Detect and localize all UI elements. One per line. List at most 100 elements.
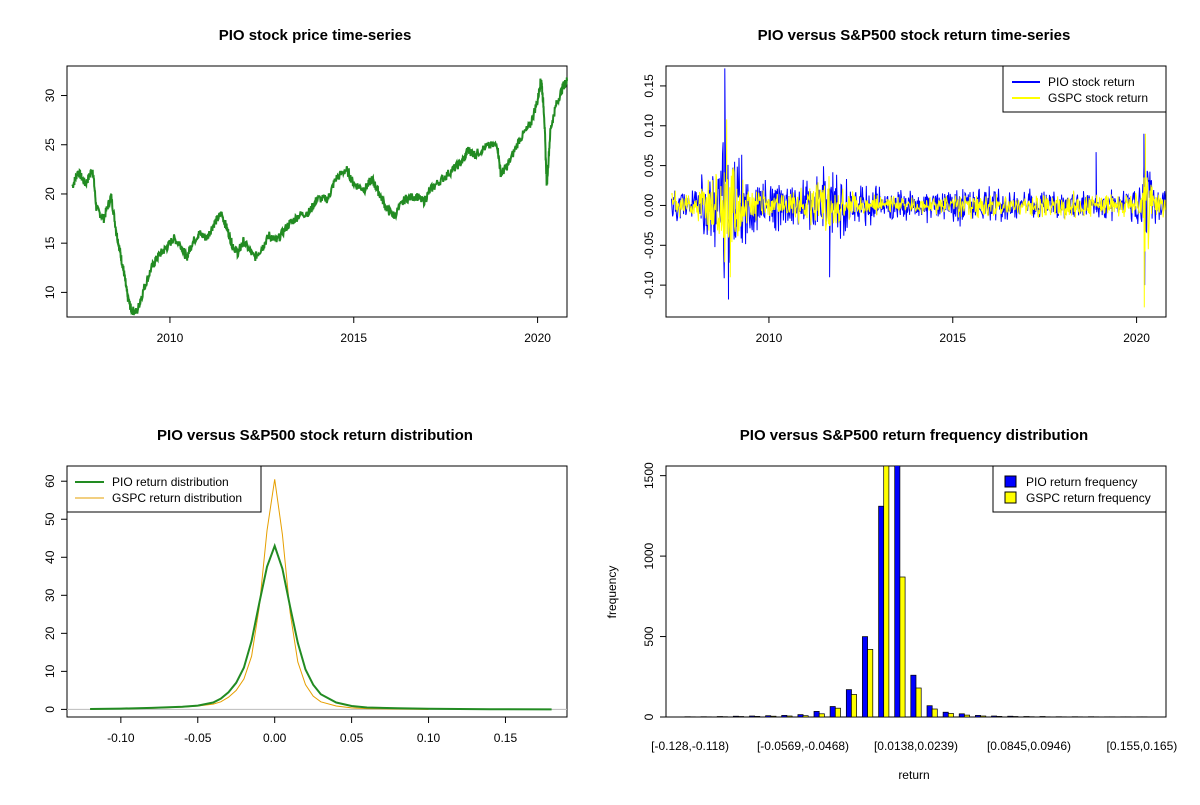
y-tick-label: 0 (642, 713, 656, 720)
legend: PIO return frequency GSPC return frequen… (992, 465, 1167, 513)
x-tick-label: 0.10 (417, 731, 441, 745)
chart-title: PIO versus S&P500 return frequency distr… (740, 427, 1088, 444)
pio-density-line (90, 542, 552, 711)
legend-label-pio: PIO stock return (1048, 75, 1135, 89)
bar (797, 714, 804, 717)
y-tick-label: 0.15 (642, 74, 656, 98)
x-tick-label: 0.05 (340, 731, 364, 745)
bar (684, 716, 691, 717)
legend-swatch-pio (1004, 475, 1017, 488)
bar (883, 466, 890, 717)
y-tick-label: 30 (43, 588, 57, 602)
x-tick-label: -0.05 (184, 731, 212, 745)
bar (1141, 716, 1148, 717)
bar (926, 705, 933, 717)
bar (738, 716, 745, 717)
bar (910, 674, 917, 717)
y-tick-label: 1500 (642, 462, 656, 489)
y-tick-label: 0 (43, 706, 57, 713)
bar (1012, 716, 1019, 717)
bar (813, 711, 820, 717)
x-tick-label: [0.155,0.165) (1107, 739, 1178, 753)
bar (834, 707, 841, 717)
y-tick-label: 0.10 (642, 114, 656, 138)
bar (1120, 716, 1127, 717)
y-tick-label: -0.05 (642, 231, 656, 259)
panel-return-timeseries: PIO versus S&P500 stock return time-seri… (642, 27, 1167, 345)
bar (705, 716, 712, 717)
bar (964, 714, 970, 717)
legend-swatch-gspc (1004, 491, 1017, 504)
bar (721, 716, 728, 717)
bar (931, 708, 938, 717)
legend-box (1002, 65, 1167, 113)
bar (894, 466, 901, 717)
chart-title: PIO versus S&P500 stock return distribut… (157, 427, 473, 444)
bar (1104, 716, 1111, 717)
bar (975, 715, 981, 717)
bar-group (684, 466, 1148, 717)
bar (689, 716, 696, 717)
bar (754, 716, 761, 717)
bar (1125, 716, 1132, 717)
bar (1044, 716, 1051, 717)
bar (765, 715, 772, 717)
bar (980, 715, 987, 717)
legend-label-pio: PIO return distribution (112, 475, 229, 489)
x-tick-label: [0.0138,0.0239) (874, 739, 958, 753)
bar (899, 576, 906, 717)
bar (862, 636, 868, 717)
y-tick-label: 0.00 (642, 193, 656, 217)
legend: PIO stock return GSPC stock return (1002, 65, 1167, 113)
bar (996, 716, 1003, 717)
x-tick-label: [-0.128,-0.118) (651, 739, 729, 753)
x-tick-label: 2020 (524, 331, 551, 345)
bar (942, 711, 949, 717)
bar (1109, 716, 1116, 717)
bar (851, 694, 857, 717)
bar (1136, 716, 1143, 717)
bar (749, 715, 756, 717)
legend: PIO return distribution GSPC return dist… (66, 465, 262, 513)
axis-ticks: -0.10 -0.05 0.00 0.05 0.10 0.15 0 10 20 30 40 50 60 (43, 474, 517, 745)
gspc-density-line (90, 479, 429, 710)
x-tick-label: [-0.0569,-0.0468) (757, 739, 849, 753)
bar (867, 649, 874, 717)
bar (1071, 716, 1078, 717)
x-axis-label: return (898, 768, 929, 782)
legend-box (66, 465, 262, 513)
bar (829, 706, 836, 717)
bar (1088, 716, 1094, 717)
bar (1060, 716, 1067, 717)
x-tick-label: 2015 (340, 331, 367, 345)
plot-frame (665, 65, 1167, 318)
bar (781, 715, 788, 717)
y-tick-label: 1000 (642, 542, 656, 569)
y-tick-label: 40 (43, 550, 57, 564)
y-tick-label: 20 (43, 626, 57, 640)
y-tick-label: 50 (43, 512, 57, 526)
bar (1007, 715, 1014, 717)
x-tick-label: 2010 (756, 331, 783, 345)
y-tick-label: 15 (43, 236, 57, 250)
x-tick-label: 0.15 (494, 731, 518, 745)
legend-label-gspc: GSPC return frequency (1026, 491, 1151, 505)
bar (1055, 716, 1062, 717)
legend-label-gspc: GSPC return distribution (112, 491, 242, 505)
bar (878, 505, 885, 717)
y-tick-label: 10 (43, 285, 57, 299)
plot-frame (66, 65, 568, 318)
x-tick-label: 0.00 (263, 731, 287, 745)
x-tick-label: 2020 (1123, 331, 1150, 345)
legend-label-pio: PIO return frequency (1026, 475, 1137, 489)
bar (732, 715, 739, 717)
bar (1093, 716, 1100, 717)
bar (818, 713, 825, 717)
axis-ticks: 2010 2015 2020 10 15 20 25 30 (43, 89, 551, 345)
bar (947, 713, 954, 717)
x-tick-label: [0.0845,0.0946) (987, 739, 1071, 753)
bar (1077, 716, 1083, 717)
axis-ticks: 2010 2015 2020 -0.10 -0.05 0.00 0.05 0.10 0.15 (642, 74, 1150, 345)
